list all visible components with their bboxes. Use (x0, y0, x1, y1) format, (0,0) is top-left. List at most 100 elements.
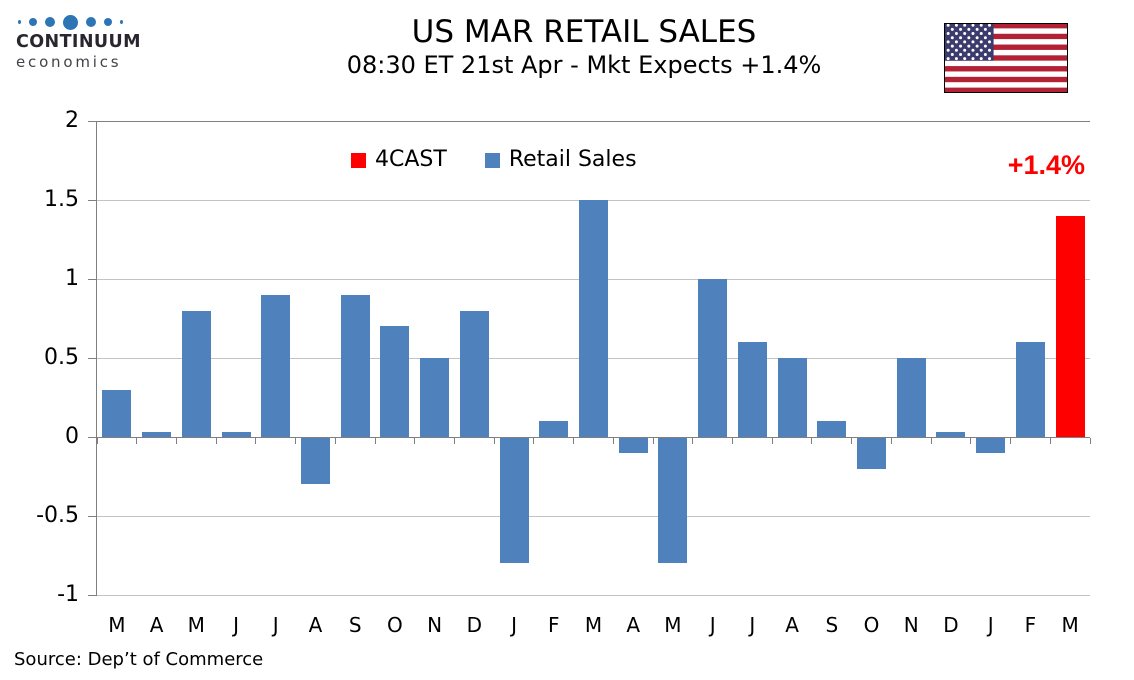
y-axis-tick (88, 515, 97, 517)
y-axis-tick (88, 357, 97, 359)
bar-retail-sales-o-7 (380, 326, 410, 437)
bar-retail-sales-o-19 (857, 437, 887, 469)
x-axis-tick (136, 437, 138, 444)
y-axis-label: 0 (65, 424, 79, 449)
x-axis-tick (215, 437, 217, 444)
x-axis-label: M (664, 613, 682, 637)
x-axis-label: A (785, 613, 799, 637)
bar-retail-sales-m-2 (181, 310, 211, 437)
chart-legend: 4CAST Retail Sales (351, 147, 637, 173)
x-axis-zero-line (97, 436, 1090, 438)
y-axis-tick (88, 436, 97, 438)
bar-retail-sales-j-4 (261, 294, 291, 437)
x-axis-label: O (387, 613, 403, 637)
x-axis-label: M (1061, 613, 1079, 637)
x-axis-label: N (903, 613, 919, 637)
x-axis-tick (890, 437, 892, 444)
x-axis-tick (533, 437, 535, 444)
x-axis-label: J (511, 613, 517, 637)
y-axis-label: 2 (65, 108, 79, 133)
gridline (97, 594, 1090, 596)
bar-retail-sales-f-11 (539, 421, 569, 437)
x-axis-label: J (233, 613, 239, 637)
logo-brand-text: CONTINUUM (16, 32, 141, 52)
bar-retail-sales-j-16 (737, 342, 767, 437)
x-axis-tick (1010, 437, 1012, 444)
page-subtitle: 08:30 ET 21st Apr - Mkt Expects +1.4% (346, 51, 822, 79)
legend-label-retail-sales: Retail Sales (508, 147, 637, 172)
x-axis-tick (175, 437, 177, 444)
x-axis-label: M (108, 613, 126, 637)
bar-retail-sales-d-21 (936, 432, 966, 437)
x-axis-tick (652, 437, 654, 444)
gridline (97, 120, 1090, 122)
source-note: Source: Dep’t of Commerce (14, 649, 264, 670)
x-axis-label: D (466, 613, 483, 637)
logo-dots-icon (18, 14, 141, 30)
x-axis-label: F (548, 613, 560, 637)
x-axis-label: F (1024, 613, 1037, 637)
legend-swatch-retail-sales-icon (484, 152, 500, 168)
x-axis-tick (414, 437, 416, 444)
x-axis-tick (453, 437, 455, 444)
bar-retail-sales-s-18 (817, 421, 847, 437)
x-axis-tick (1089, 437, 1091, 444)
x-axis-tick (334, 437, 336, 444)
continuum-logo: CONTINUUM economics (16, 14, 141, 71)
y-axis-line (96, 121, 97, 596)
logo-subbrand-text: economics (16, 53, 122, 71)
bar-retail-sales-j-22 (976, 437, 1006, 453)
x-axis-tick (692, 437, 694, 444)
x-axis-tick (1049, 437, 1051, 444)
bar-retail-sales-m-12 (579, 200, 608, 437)
x-axis-tick (612, 437, 614, 444)
x-axis-tick (930, 437, 932, 444)
bar-retail-sales-f-23 (1015, 342, 1045, 437)
x-axis-tick (732, 437, 734, 444)
plot-area: 2 1.5 1 0.5 0 -0.5 -1 M A M J J A S O N D J F M A M J J A S O N D J F M (36, 108, 1091, 637)
x-axis-tick (493, 437, 495, 444)
x-axis-label: A (308, 613, 323, 637)
bar-retail-sales-j-10 (499, 437, 529, 564)
x-axis-label: S (348, 613, 362, 637)
bar-retail-sales-a-17 (777, 358, 807, 437)
legend-item-4cast: 4CAST (351, 147, 447, 173)
x-axis-label: J (749, 613, 756, 637)
x-axis-label: M (187, 613, 205, 637)
x-axis-label: N (427, 613, 443, 637)
bar-retail-sales-s-6 (340, 294, 370, 437)
gridline (97, 515, 1090, 517)
legend-swatch-4cast-icon (351, 152, 366, 168)
x-axis-tick (771, 437, 773, 444)
page-title: US MAR RETAIL SALES (411, 14, 757, 50)
y-axis-tick (88, 278, 97, 280)
bar-retail-sales-n-8 (420, 358, 450, 437)
x-axis-label: O (863, 613, 880, 637)
bar-retail-sales-n-20 (896, 358, 926, 437)
y-axis-label: -1 (57, 582, 79, 607)
x-axis-tick (851, 437, 853, 444)
x-axis-label: S (825, 613, 839, 637)
bar-retail-sales-d-9 (459, 310, 489, 437)
legend-item-retail-sales: Retail Sales (484, 147, 637, 173)
forecast-annotation: +1.4% (1007, 150, 1085, 180)
legend-label-4cast: 4CAST (375, 147, 447, 172)
bar-retail-sales-j-3 (221, 432, 251, 437)
x-axis-label: M (584, 613, 603, 637)
y-axis-label: 1.5 (44, 187, 79, 212)
x-axis-tick (573, 437, 575, 444)
bar-retail-sales-a-5 (300, 437, 330, 485)
y-axis-tick (88, 199, 97, 201)
x-axis-tick (255, 437, 257, 444)
x-axis-tick (374, 437, 376, 444)
bar-retail-sales-a-1 (142, 432, 172, 437)
us-flag-icon (944, 23, 1068, 93)
bar-retail-sales-a-13 (618, 437, 648, 453)
x-axis-label: J (709, 613, 716, 637)
x-axis-label: D (943, 613, 959, 637)
x-axis-label: A (149, 613, 164, 637)
x-axis-tick (811, 437, 813, 444)
y-axis-label: 1 (65, 266, 79, 291)
x-axis-label: J (272, 613, 279, 637)
